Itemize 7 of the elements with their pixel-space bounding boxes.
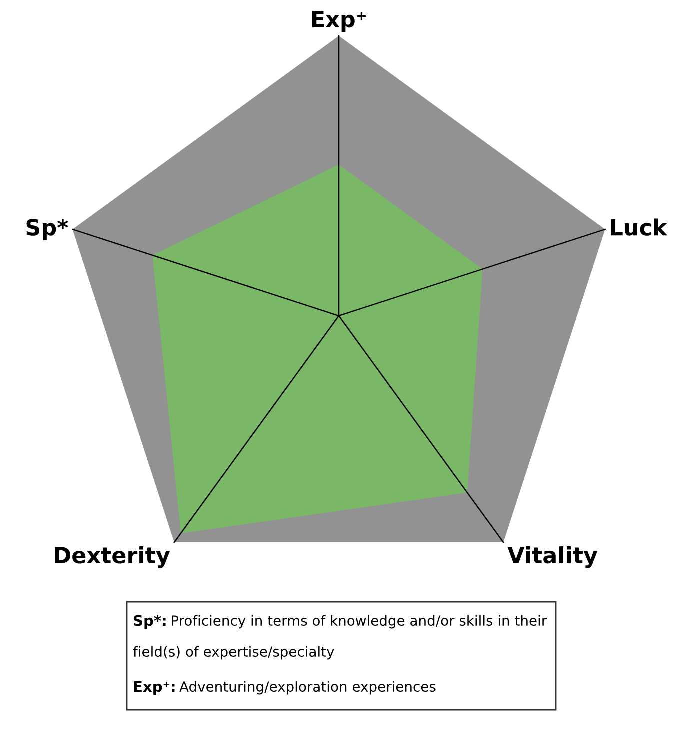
- spoke-label: Luck: [611, 218, 668, 236]
- spoke-label: Sp*: [26, 219, 68, 240]
- spoke-label: Vitality: [508, 546, 598, 568]
- text: Sp*: Proficiency in terms of knowledge and/or skills in their field(s) of expertise/specialty: [133, 615, 548, 660]
- spoke-label: Dexterity: [55, 546, 170, 568]
- spoke-label: Exp⁺: [312, 11, 366, 32]
- text: Exp⁺: Adventuring/exploration experiences: [134, 681, 436, 696]
